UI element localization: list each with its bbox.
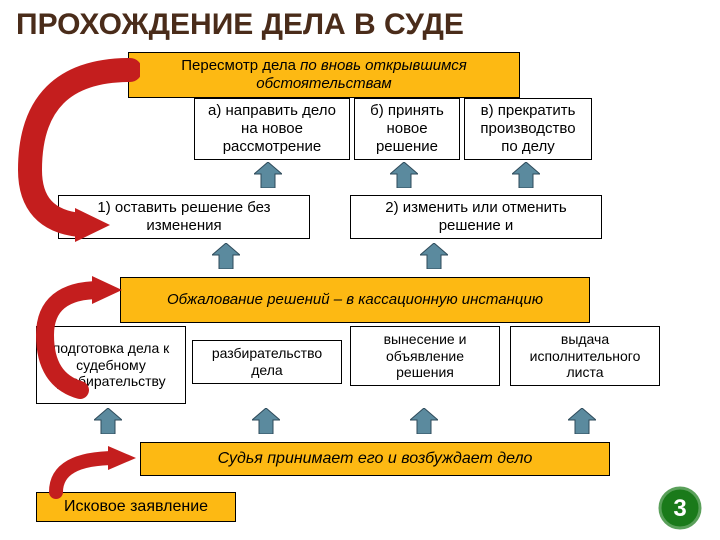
box-writ: выдача исполнительного листа — [510, 326, 660, 386]
arrow-up-icon — [390, 162, 418, 188]
page-number-badge: 3 — [658, 486, 702, 530]
arrow-up-icon — [568, 408, 596, 434]
lbl: в) прекратить производство по делу — [473, 102, 583, 156]
lbl: разбирательство дела — [201, 345, 333, 379]
lbl: Пересмотр дела по вновь открывшимся обст… — [137, 57, 511, 93]
lbl: вынесение и объявление решения — [359, 331, 491, 381]
box-review: Пересмотр дела по вновь открывшимся обст… — [128, 52, 520, 98]
lbl: Судья принимает его и возбуждает дело — [218, 449, 533, 468]
lbl: а) направить дело на новое рассмотрение — [203, 102, 341, 156]
box-decision: вынесение и объявление решения — [350, 326, 500, 386]
lbl: б) принять новое решение — [363, 102, 451, 156]
arrow-up-icon — [254, 162, 282, 188]
arrow-up-icon — [212, 243, 240, 269]
lbl: выдача исполнительного листа — [519, 331, 651, 381]
box-2: 2) изменить или отменить решение и — [350, 195, 602, 239]
box-judge: Судья принимает его и возбуждает дело — [140, 442, 610, 476]
arrow-up-icon — [252, 408, 280, 434]
arrow-up-icon — [420, 243, 448, 269]
lbl: Исковое заявление — [64, 497, 208, 516]
box-b: б) принять новое решение — [354, 98, 460, 160]
curved-arrow-icon — [36, 440, 156, 500]
curved-arrow-icon — [0, 50, 140, 250]
box-c: в) прекратить производство по делу — [464, 98, 592, 160]
arrow-up-icon — [512, 162, 540, 188]
arrow-up-icon — [410, 408, 438, 434]
box-a: а) направить дело на новое рассмотрение — [194, 98, 350, 160]
badge-text: 3 — [673, 495, 686, 522]
curved-arrow-icon — [30, 270, 150, 400]
page-title: ПРОХОЖДЕНИЕ ДЕЛА В СУДЕ — [0, 0, 720, 42]
box-appeal: Обжалование решений – в кассационную инс… — [120, 277, 590, 323]
lbl: Обжалование решений – в кассационную инс… — [167, 291, 543, 309]
arrow-up-icon — [94, 408, 122, 434]
box-trial: разбирательство дела — [192, 340, 342, 384]
lbl: 2) изменить или отменить решение и — [359, 199, 593, 235]
